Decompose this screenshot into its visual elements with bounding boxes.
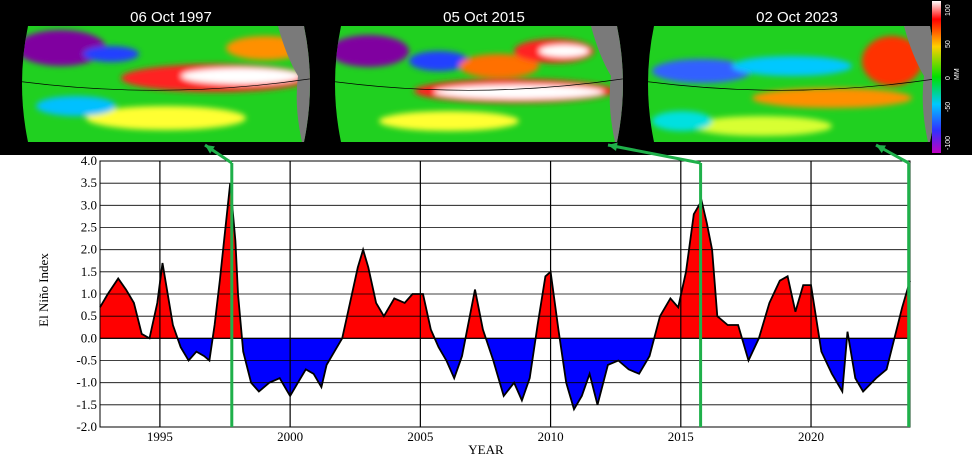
map-date-label: 05 Oct 2015 [443,9,525,26]
y-tick-label: -1.5 [76,397,97,412]
x-axis-title: YEAR [468,442,504,457]
el-nino-index-chart: 4.0 3.5 3.0 2.5 2.0 1.5 1.0 0.5 0.0 -0.5 -1.0 -1.5 -… [36,155,911,457]
y-tick-label: 0.0 [81,330,97,345]
y-tick-label: 2.0 [81,242,97,257]
sea-level-map-2023: 02 Oct 2023 [636,0,958,155]
x-tick-label: 2005 [407,429,433,444]
colorbar-gradient [932,1,941,153]
map-date-label: 06 Oct 1997 [130,9,212,26]
land-mass [278,26,310,142]
colorbar-tick: -100 [945,135,952,150]
colorbar-tick: 50 [945,40,952,48]
y-axis-title: El Niño Index [36,253,51,327]
y-tick-label: -0.5 [76,353,97,368]
x-tick-label: 2000 [277,429,303,444]
colorbar-unit: MM [954,68,961,80]
equator-line [648,77,936,91]
y-tick-label: 1.0 [81,286,97,301]
index-line [99,183,911,412]
map-image [335,26,623,142]
sea-level-colorbar: 100 50 0 MM -50 -100 [930,0,972,155]
colorbar-tick: 0 [945,76,952,80]
x-tick-label: 2010 [538,429,564,444]
land-mass [591,26,623,142]
y-tick-label: 4.0 [81,155,97,168]
map-date-label: 02 Oct 2023 [756,9,838,26]
sea-level-map-2015: 05 Oct 2015 [323,0,645,155]
equator-line [335,77,623,91]
y-tick-label: -1.0 [76,375,97,390]
y-tick-label: 1.5 [81,264,97,279]
x-tick-label: 2020 [798,429,824,444]
y-tick-label: 3.0 [81,197,97,212]
x-tick-label: 1995 [147,429,173,444]
colorbar-tick: 100 [945,4,952,16]
y-tick-label: -2.0 [76,419,97,434]
x-tick-label: 2015 [668,429,694,444]
equator-line [22,77,310,91]
colorbar-tick: -50 [945,101,952,112]
y-tick-label: 3.5 [81,175,97,190]
positive-anomaly-area [100,183,910,339]
sea-level-map-1997: 06 Oct 1997 [10,0,332,155]
map-image [648,26,936,142]
map-image [22,26,310,142]
y-tick-label: 2.5 [81,220,97,235]
negative-anomaly-area [177,338,895,410]
y-tick-label: 0.5 [81,308,97,323]
